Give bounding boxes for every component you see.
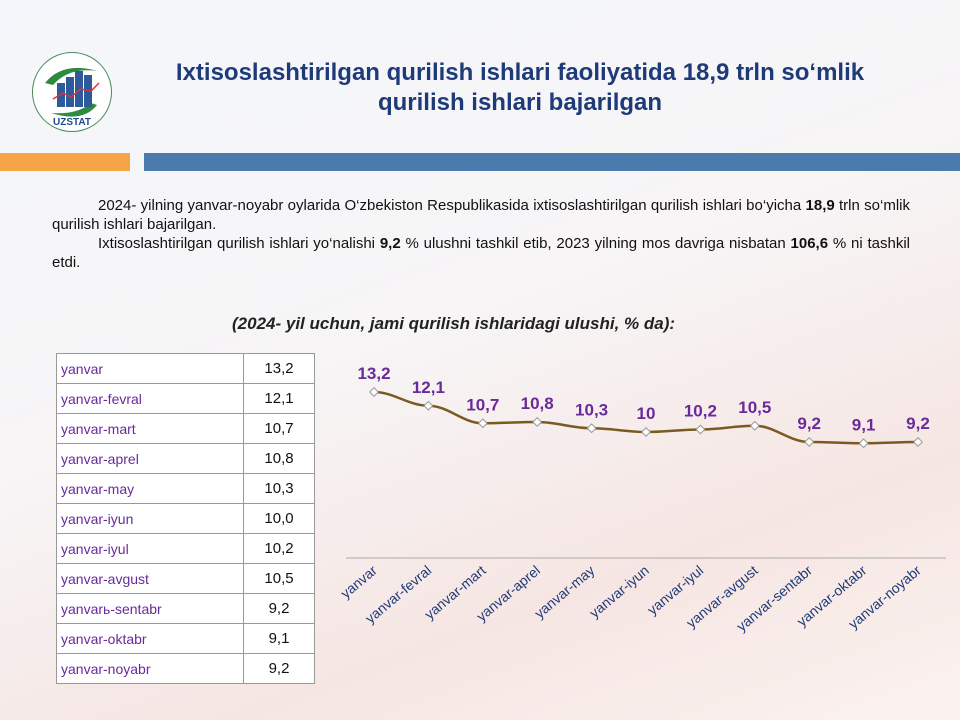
- period-cell: yanvar-avgust: [56, 563, 244, 594]
- x-tick-label: yanvar: [337, 562, 380, 601]
- data-label: 9,2: [906, 414, 930, 433]
- data-point: [641, 427, 651, 437]
- paragraph-2: Ixtisoslashtirilgan qurilish ishlari yo‘…: [52, 235, 910, 271]
- table-row: yanvar-aprel 10,8: [56, 443, 315, 474]
- accent-bar-orange: [0, 153, 130, 171]
- table-row: yanvar-iyun 10,0: [56, 503, 315, 534]
- data-label: 10,2: [684, 402, 717, 421]
- data-point: [532, 417, 543, 427]
- data-label: 12,1: [412, 378, 445, 397]
- data-label: 10,8: [521, 394, 554, 413]
- svg-text:UZSTAT: UZSTAT: [53, 117, 91, 128]
- data-label: 9,2: [797, 414, 821, 433]
- paragraph-1: 2024- yilning yanvar-noyabr oylarida O‘z…: [52, 197, 910, 233]
- data-label: 10,3: [575, 400, 608, 419]
- data-point: [858, 438, 869, 449]
- uzstat-logo: UZSTAT: [32, 52, 112, 132]
- value-cell: 10,3: [243, 473, 315, 504]
- value-cell: 12,1: [243, 383, 315, 414]
- logo-graphic: UZSTAT: [45, 67, 100, 128]
- value-cell: 9,1: [243, 623, 315, 654]
- x-tick-label: yanvar-iyun: [586, 562, 652, 621]
- x-tick-label: yanvar-may: [531, 562, 597, 621]
- data-point: [423, 400, 434, 411]
- period-cell: yanvar-oktabr: [56, 623, 244, 654]
- data-point: [695, 424, 706, 435]
- accent-bar-blue: [144, 153, 960, 171]
- data-point: [477, 418, 488, 429]
- value-cell: 9,2: [243, 653, 315, 684]
- data-point: [586, 423, 597, 434]
- period-cell: yanvarь-sentabr: [56, 593, 244, 624]
- data-point: [804, 437, 815, 447]
- table-row: yanvar-iyul 10,2: [56, 533, 315, 564]
- data-label: 10,5: [738, 398, 771, 417]
- table-row: yanvar-avgust 10,5: [56, 563, 315, 594]
- table-row: yanvar-oktabr 9,1: [56, 623, 315, 654]
- table-row: yanvar-may 10,3: [56, 473, 315, 504]
- data-point: [749, 420, 760, 431]
- period-cell: yanvar-noyabr: [56, 653, 244, 684]
- value-cell: 10,2: [243, 533, 315, 564]
- data-label: 10,7: [466, 395, 499, 414]
- page-title: Ixtisoslashtirilgan qurilish ishlari fao…: [175, 59, 865, 116]
- data-point: [913, 437, 923, 447]
- table-row: yanvar-noyabr 9,2: [56, 653, 315, 684]
- data-label: 13,2: [357, 364, 390, 383]
- value-cell: 13,2: [243, 353, 315, 384]
- value-cell: 10,8: [243, 443, 315, 474]
- value-cell: 10,5: [243, 563, 315, 594]
- value-cell: 10,0: [243, 503, 315, 534]
- data-label: 9,1: [852, 415, 876, 434]
- period-cell: yanvar-aprel: [56, 443, 244, 474]
- table-row: yanvar-fevral 12,1: [56, 383, 315, 414]
- data-point: [369, 387, 379, 397]
- summary-text: 2024- yilning yanvar-noyabr oylarida O‘z…: [52, 196, 910, 272]
- data-table: yanvar 13,2 yanvar-fevral 12,1 yanvar-mart 10…: [56, 353, 315, 684]
- chart-title: (2024- yil uchun, jami qurilish ishlarid…: [232, 314, 676, 333]
- table-row: yanvar 13,2: [56, 353, 315, 384]
- data-label: 10: [637, 404, 656, 423]
- period-cell: yanvar: [56, 353, 244, 384]
